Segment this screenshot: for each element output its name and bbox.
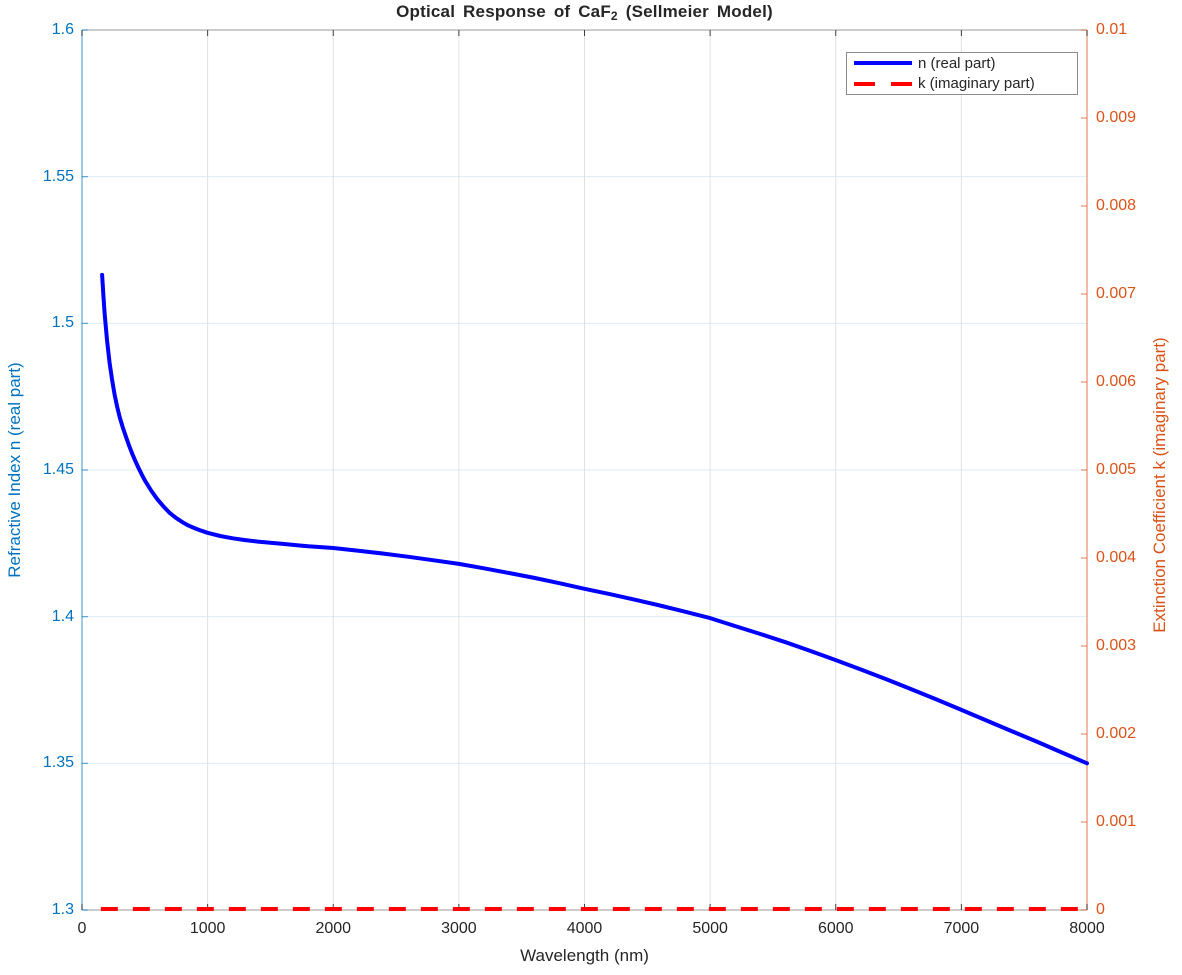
x-tick-label: 5000 xyxy=(692,920,728,937)
x-axis-label: Wavelength (nm) xyxy=(520,946,649,965)
legend-label-k: k (imaginary part) xyxy=(918,75,1035,93)
legend-row-k: k (imaginary part) xyxy=(847,74,1077,94)
x-tick-label: 0 xyxy=(77,920,87,937)
y-left-tick-label: 1.3 xyxy=(51,901,74,918)
x-tick-label: 1000 xyxy=(189,920,226,937)
x-tick-label: 3000 xyxy=(441,920,477,937)
legend: n (real part) k (imaginary part) xyxy=(846,52,1078,95)
y-right-tick-label: 0.007 xyxy=(1096,285,1137,302)
chart-title-subscript: 2 xyxy=(610,9,618,23)
y-right-tick-label: 0.002 xyxy=(1096,725,1137,742)
k-line-sample-icon xyxy=(854,81,912,86)
y-right-tick-label: 0.003 xyxy=(1096,637,1137,654)
y-left-tick-label: 1.45 xyxy=(42,461,74,478)
y-right-tick-label: 0.005 xyxy=(1096,461,1137,478)
y-right-tick-label: 0.008 xyxy=(1096,197,1137,214)
chart-title: Optical Response of CaF2 (Sellmeier Mode… xyxy=(82,2,1087,23)
y-right-axis-label: Extinction Coefficient k (imaginary part… xyxy=(1150,337,1169,633)
legend-label-n: n (real part) xyxy=(918,54,996,72)
y-left-tick-label: 1.35 xyxy=(42,754,74,772)
x-tick-label: 4000 xyxy=(566,920,603,937)
n-line-sample-icon xyxy=(854,61,912,66)
y-left-tick-label: 1.5 xyxy=(51,314,74,332)
y-left-tick-label: 1.4 xyxy=(51,607,74,625)
chart-title-suffix: (Sellmeier Model) xyxy=(617,2,773,21)
y-right-tick-label: 0 xyxy=(1096,901,1105,918)
x-tick-label: 7000 xyxy=(943,920,980,937)
y-left-axis-label: Refractive Index n (real part) xyxy=(5,362,24,578)
x-tick-label: 6000 xyxy=(817,920,854,937)
n-curve xyxy=(100,272,1089,766)
y-right-tick-label: 0.009 xyxy=(1096,109,1137,126)
y-right-tick-label: 0.01 xyxy=(1096,21,1128,38)
chart-title-prefix: Optical Response of CaF xyxy=(396,2,611,21)
y-right-tick-label: 0.006 xyxy=(1096,373,1137,390)
legend-row-n: n (real part) xyxy=(847,53,1077,73)
x-tick-label: 8000 xyxy=(1069,920,1105,937)
y-right-tick-label: 0.004 xyxy=(1096,549,1137,566)
x-tick-label: 2000 xyxy=(315,920,352,937)
y-left-tick-label: 1.55 xyxy=(42,167,74,185)
y-right-tick-label: 0.001 xyxy=(1096,813,1137,830)
y-left-tick-label: 1.6 xyxy=(51,21,74,38)
